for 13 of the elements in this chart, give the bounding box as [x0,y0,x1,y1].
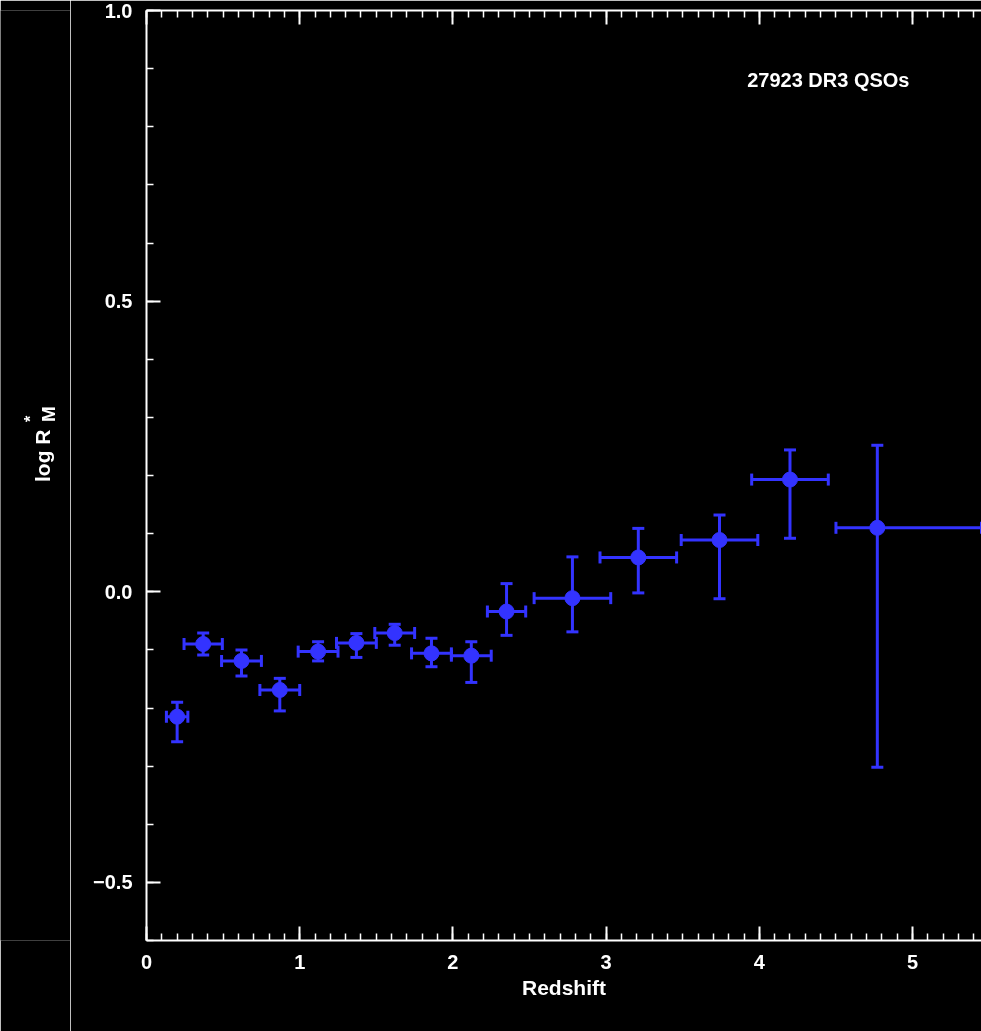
y-tick-label: 1.0 [104,0,133,22]
x-tick-label: 1 [294,950,306,973]
y-axis-title: log R*M [22,406,59,482]
y-tick-label: 0.5 [104,290,133,313]
y-tick-label: −0.5 [93,871,133,894]
x-tick-label: 3 [600,950,612,973]
x-tick-label: 2 [447,950,459,973]
x-tick-label: 4 [753,950,766,973]
x-tick-label: 5 [906,950,919,973]
y-tick-label: 0.0 [104,580,133,603]
annotation: 27923 DR3 QSOs [747,69,910,92]
x-axis-title: Redshift [522,975,607,999]
x-tick-label: 0 [140,950,153,973]
